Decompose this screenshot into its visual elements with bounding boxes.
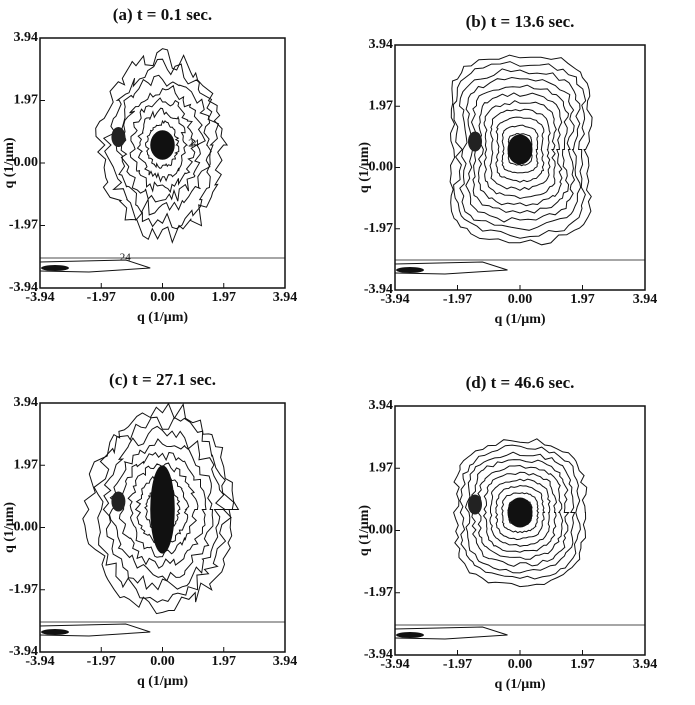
y-tick-label: 1.97 <box>14 93 39 108</box>
contour-side <box>111 127 126 147</box>
contour-line <box>449 54 593 246</box>
contour-streak-core <box>396 632 424 638</box>
panel-title: (c) t = 27.1 sec. <box>109 370 216 389</box>
y-axis-label: q (1/μm) <box>2 502 17 553</box>
y-axis-label: q (1/μm) <box>357 142 372 193</box>
contour-line <box>489 478 551 547</box>
contour-line <box>501 124 539 174</box>
contour-streak-core <box>41 265 69 271</box>
y-tick-label: 3.94 <box>369 398 394 413</box>
y-tick-label: -3.94 <box>9 644 38 659</box>
contour-line <box>93 416 235 603</box>
y-tick-label: -3.94 <box>364 647 393 662</box>
y-tick-label: -1.97 <box>364 585 393 600</box>
contour-line <box>464 451 576 574</box>
x-tick-label: 0.00 <box>508 292 533 307</box>
contour-line <box>145 119 180 169</box>
contour-streak-core <box>396 267 424 273</box>
y-tick-label: -1.97 <box>9 218 38 233</box>
contour-streak <box>39 259 151 273</box>
annotation: 24 <box>120 252 132 264</box>
contour-side <box>468 131 482 152</box>
x-tick-label: -3.94 <box>380 657 409 672</box>
contour-line <box>501 492 540 534</box>
x-tick-label: 1.97 <box>212 290 237 305</box>
contour-line <box>495 484 546 541</box>
x-tick-label: 1.97 <box>570 657 595 672</box>
x-tick-label: -3.94 <box>380 292 409 307</box>
contour-line <box>483 100 557 200</box>
contour-line <box>102 425 227 591</box>
x-axis-label: q (1/μm) <box>137 310 188 325</box>
y-tick-label: 1.97 <box>369 460 394 475</box>
contour-line <box>129 97 199 194</box>
y-axis-label: q (1/μm) <box>357 505 372 556</box>
y-tick-label: 3.94 <box>14 395 39 410</box>
contour-line <box>458 68 582 231</box>
x-tick-label: 3.94 <box>633 657 658 672</box>
y-tick-label: -3.94 <box>364 282 393 297</box>
contour-streak <box>394 626 508 640</box>
x-tick-label: 1.97 <box>570 292 595 307</box>
contour-line <box>102 58 220 230</box>
plot-frame <box>394 405 646 656</box>
contour-streak-core <box>41 629 69 635</box>
x-tick-label: 3.94 <box>273 290 298 305</box>
contour-line <box>495 116 545 183</box>
y-tick-label: -3.94 <box>9 280 38 295</box>
y-tick-label: 1.97 <box>369 98 394 113</box>
contour-core <box>507 134 533 165</box>
y-tick-label: 3.94 <box>369 37 394 52</box>
contour-line <box>134 474 190 546</box>
contour-core <box>150 465 175 554</box>
contour-line <box>482 471 558 553</box>
plot-frame <box>39 37 286 289</box>
x-tick-label: 0.00 <box>150 290 175 305</box>
contour-line <box>489 108 551 191</box>
x-tick-label: 0.00 <box>508 657 533 672</box>
x-tick-label: -1.97 <box>443 292 472 307</box>
contour-line <box>136 107 189 183</box>
y-tick-label: 0.00 <box>14 155 39 170</box>
x-tick-label: 0.00 <box>150 654 175 669</box>
x-axis-label: q (1/μm) <box>494 677 545 692</box>
y-tick-label: 0.00 <box>369 523 394 538</box>
x-tick-label: -3.94 <box>25 290 54 305</box>
contour-line <box>477 92 563 207</box>
x-axis-label: q (1/μm) <box>137 674 188 689</box>
y-tick-label: 1.97 <box>14 457 39 472</box>
contour-core <box>150 130 175 160</box>
contour-side <box>468 494 482 515</box>
annotation: 24 <box>188 137 200 149</box>
x-axis-label: q (1/μm) <box>494 312 545 327</box>
y-tick-label: 0.00 <box>369 160 394 175</box>
y-tick-label: -1.97 <box>364 221 393 236</box>
contour-line <box>459 444 581 580</box>
contour-line <box>453 438 588 588</box>
contour-line <box>95 48 229 244</box>
contour-line <box>452 61 587 239</box>
panel-title: (b) t = 13.6 sec. <box>466 12 575 31</box>
contour-line <box>127 462 199 558</box>
y-tick-label: 0.00 <box>14 520 39 535</box>
x-tick-label: -1.97 <box>443 657 472 672</box>
panel-title: (a) t = 0.1 sec. <box>113 5 212 24</box>
y-axis-label: q (1/μm) <box>2 137 17 188</box>
x-tick-label: 3.94 <box>273 654 298 669</box>
contour-streak <box>39 623 151 637</box>
x-tick-label: 3.94 <box>633 292 658 307</box>
plot-frame <box>394 44 646 291</box>
x-tick-label: 1.97 <box>212 654 237 669</box>
contour-core <box>507 497 533 528</box>
contour-streak <box>394 261 508 275</box>
x-tick-label: -3.94 <box>25 654 54 669</box>
y-tick-label: 3.94 <box>14 30 39 45</box>
panel-title: (d) t = 46.6 sec. <box>466 373 575 392</box>
contour-side <box>111 491 126 512</box>
x-tick-label: -1.97 <box>87 654 116 669</box>
y-tick-label: -1.97 <box>9 582 38 597</box>
x-tick-label: -1.97 <box>87 290 116 305</box>
